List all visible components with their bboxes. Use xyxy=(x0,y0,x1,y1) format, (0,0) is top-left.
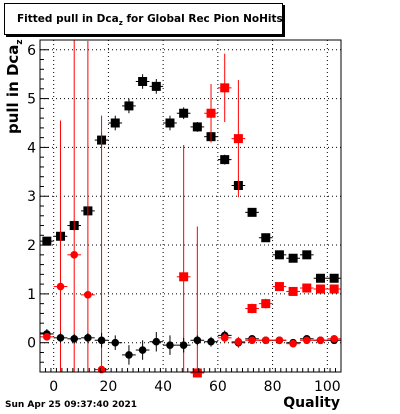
timestamp: Sun Apr 25 09:37:40 2021 xyxy=(5,400,138,410)
data-point-square xyxy=(261,299,271,309)
data-point-square xyxy=(192,368,202,378)
data-point-circle xyxy=(56,282,65,291)
data-point-square xyxy=(288,286,298,296)
data-point-circle xyxy=(125,351,133,359)
y-tick-label: 3 xyxy=(27,189,36,205)
data-point-square xyxy=(42,236,52,246)
data-point-circle xyxy=(97,336,106,345)
x-tick-label: 20 xyxy=(99,379,117,395)
data-point-square xyxy=(329,284,339,294)
data-point-square xyxy=(220,155,230,165)
data-point-square xyxy=(329,273,339,283)
data-point-circle xyxy=(56,334,65,342)
data-point-circle xyxy=(70,335,79,343)
data-point-square xyxy=(247,207,257,217)
data-point-square xyxy=(110,118,120,128)
data-point-square xyxy=(302,250,312,260)
y-tick-label: 0 xyxy=(27,336,36,352)
data-point-circle xyxy=(275,336,284,345)
data-point-square xyxy=(233,134,243,144)
x-tick-label: 100 xyxy=(314,379,341,395)
data-point-square xyxy=(179,108,189,118)
y-axis-label: pull in Dcaz xyxy=(4,39,25,134)
y-tick-label: 4 xyxy=(27,140,36,156)
x-tick-label: 80 xyxy=(264,379,282,395)
y-tick-label: 5 xyxy=(27,92,36,108)
data-point-square xyxy=(288,253,298,263)
data-point-circle xyxy=(179,341,188,349)
x-tick-label: 40 xyxy=(154,379,172,395)
data-point-square xyxy=(274,250,284,260)
data-point-circle xyxy=(261,336,270,345)
data-point-square xyxy=(179,272,189,282)
data-point-circle xyxy=(43,333,51,341)
data-point-square xyxy=(261,233,271,243)
data-point-circle xyxy=(207,337,215,346)
data-point-circle xyxy=(84,334,92,342)
data-point-circle xyxy=(166,341,174,349)
data-point-circle xyxy=(111,338,120,347)
x-axis-label: Quality xyxy=(283,395,340,411)
data-point-circle xyxy=(289,339,297,348)
data-point-square xyxy=(220,83,230,93)
data-point-circle xyxy=(152,337,161,346)
x-tick-label: 0 xyxy=(49,379,58,395)
data-point-square xyxy=(274,282,284,292)
data-point-square xyxy=(165,118,175,128)
data-point-circle xyxy=(248,336,256,345)
data-point-circle xyxy=(220,334,229,342)
y-tick-label: 1 xyxy=(27,287,36,303)
data-point-circle xyxy=(193,336,202,345)
data-point-square xyxy=(302,283,312,293)
data-point-circle xyxy=(138,346,147,354)
x-tick-label: 60 xyxy=(209,379,227,395)
y-tick-label: 6 xyxy=(27,43,36,59)
data-point-circle xyxy=(316,336,325,345)
chart-title: Fitted pull in Dcaz for Global Rec Pion … xyxy=(17,13,283,28)
data-point-circle xyxy=(330,335,338,343)
data-point-square xyxy=(192,122,202,132)
data-point-circle xyxy=(97,365,106,374)
data-point-square xyxy=(315,284,325,294)
data-point-square xyxy=(315,273,325,283)
data-point-square xyxy=(124,101,134,111)
data-point-square xyxy=(138,77,148,86)
data-point-square xyxy=(151,81,161,91)
data-point-circle xyxy=(302,336,311,345)
data-point-square xyxy=(247,304,257,314)
chart-title-box: Fitted pull in Dcaz for Global Rec Pion … xyxy=(4,3,283,35)
data-point-circle xyxy=(84,291,92,299)
data-point-circle xyxy=(234,337,243,346)
y-tick-label: 2 xyxy=(27,238,36,254)
data-point-circle xyxy=(70,251,79,259)
plot-area xyxy=(40,40,341,372)
data-point-square xyxy=(206,108,216,118)
